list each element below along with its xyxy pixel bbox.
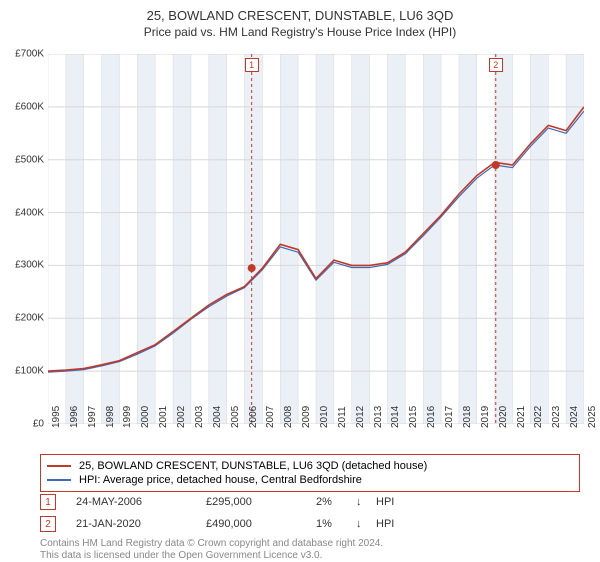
y-axis-label: £700K xyxy=(15,49,44,60)
x-axis-label: 1997 xyxy=(87,406,98,428)
x-axis-label: 2009 xyxy=(301,406,312,428)
x-axis-label: 1998 xyxy=(105,406,116,428)
x-axis-label: 2008 xyxy=(283,406,294,428)
x-axis-label: 2000 xyxy=(140,406,151,428)
x-axis-label: 2021 xyxy=(516,406,527,428)
legend-item: 25, BOWLAND CRESCENT, DUNSTABLE, LU6 3QD… xyxy=(47,459,573,473)
transaction-number-badge: 2 xyxy=(40,516,56,532)
y-axis-label: £200K xyxy=(15,313,44,324)
y-axis-label: £300K xyxy=(15,260,44,271)
x-axis-label: 2004 xyxy=(212,406,223,428)
x-axis-label: 1996 xyxy=(69,406,80,428)
legend-label: 25, BOWLAND CRESCENT, DUNSTABLE, LU6 3QD… xyxy=(79,460,427,472)
transaction-pct: 2% xyxy=(316,496,356,508)
x-axis-label: 2005 xyxy=(230,406,241,428)
transaction-row: 2 21-JAN-2020 £490,000 1% ↓ HPI xyxy=(40,516,580,532)
x-axis-label: 2023 xyxy=(551,406,562,428)
transaction-date: 21-JAN-2020 xyxy=(76,518,206,530)
x-axis-label: 2003 xyxy=(194,406,205,428)
x-axis-label: 2010 xyxy=(319,406,330,428)
transaction-price: £295,000 xyxy=(206,496,316,508)
x-axis-label: 2016 xyxy=(426,406,437,428)
legend-box: 25, BOWLAND CRESCENT, DUNSTABLE, LU6 3QD… xyxy=(40,454,580,492)
x-axis-label: 2014 xyxy=(390,406,401,428)
legend-item: HPI: Average price, detached house, Cent… xyxy=(47,473,573,487)
footer-attribution: Contains HM Land Registry data © Crown c… xyxy=(40,538,383,562)
x-axis-label: 2015 xyxy=(408,406,419,428)
chart-subtitle: Price paid vs. HM Land Registry's House … xyxy=(0,23,600,39)
legend-swatch xyxy=(47,479,71,481)
transaction-suffix: HPI xyxy=(376,518,394,530)
y-axis-label: £600K xyxy=(15,101,44,112)
x-axis-label: 2001 xyxy=(158,406,169,428)
x-axis-label: 2024 xyxy=(569,406,580,428)
y-axis-label: £100K xyxy=(15,366,44,377)
transaction-pct: 1% xyxy=(316,518,356,530)
x-axis-label: 2018 xyxy=(462,406,473,428)
chart-svg xyxy=(48,54,584,424)
down-arrow-icon: ↓ xyxy=(356,518,376,530)
x-axis-label: 2013 xyxy=(373,406,384,428)
x-axis-label: 2011 xyxy=(337,406,348,428)
footer-line: Contains HM Land Registry data © Crown c… xyxy=(40,538,383,550)
y-axis-label: £500K xyxy=(15,154,44,165)
down-arrow-icon: ↓ xyxy=(356,496,376,508)
x-axis-label: 2020 xyxy=(498,406,509,428)
transaction-number-badge: 1 xyxy=(40,494,56,510)
x-axis-label: 1995 xyxy=(51,406,62,428)
x-axis-label: 1999 xyxy=(122,406,133,428)
y-axis-label: £400K xyxy=(15,207,44,218)
x-axis-label: 2025 xyxy=(587,406,598,428)
legend-swatch xyxy=(47,465,71,467)
sale-marker-badge: 2 xyxy=(489,58,503,72)
transaction-date: 24-MAY-2006 xyxy=(76,496,206,508)
y-axis-label: £0 xyxy=(33,419,44,430)
chart-area: £0£100K£200K£300K£400K£500K£600K£700K 19… xyxy=(48,54,584,424)
transaction-price: £490,000 xyxy=(206,518,316,530)
x-axis-label: 2007 xyxy=(265,406,276,428)
x-axis-label: 2017 xyxy=(444,406,455,428)
transaction-suffix: HPI xyxy=(376,496,394,508)
chart-title: 25, BOWLAND CRESCENT, DUNSTABLE, LU6 3QD xyxy=(0,0,600,23)
transaction-row: 1 24-MAY-2006 £295,000 2% ↓ HPI xyxy=(40,494,580,510)
x-axis-label: 2022 xyxy=(533,406,544,428)
x-axis-label: 2002 xyxy=(176,406,187,428)
footer-line: This data is licensed under the Open Gov… xyxy=(40,550,383,562)
x-axis-label: 2019 xyxy=(480,406,491,428)
legend-label: HPI: Average price, detached house, Cent… xyxy=(79,474,362,486)
sale-marker-badge: 1 xyxy=(245,58,259,72)
x-axis-label: 2006 xyxy=(248,406,259,428)
x-axis-label: 2012 xyxy=(355,406,366,428)
